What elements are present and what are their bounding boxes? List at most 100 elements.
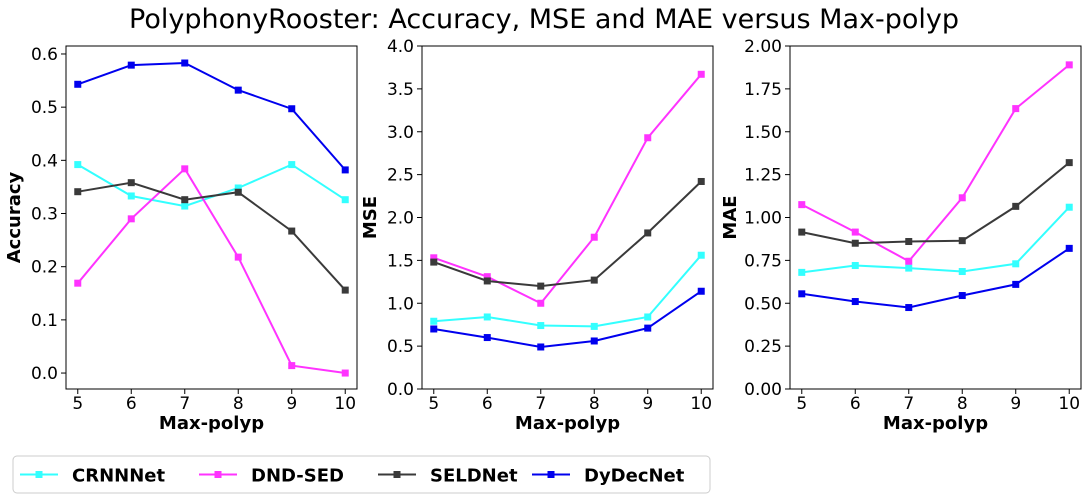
data-point-dydecnet <box>288 105 296 113</box>
data-point-dnd-sed <box>127 215 135 223</box>
data-point-dydecnet <box>430 325 438 333</box>
series-line-seldnet <box>433 180 702 288</box>
series-line-dnd-sed <box>433 73 702 305</box>
series-line-crnnnet <box>433 254 702 328</box>
data-point-seldnet <box>851 239 859 247</box>
data-point-crnnnet <box>181 202 189 210</box>
chart-panels: 0.0 0.1 0.2 0.3 0.4 0.5 0.6 5 6 7 8 9 10 Max-polyp Acc… <box>4 37 1082 434</box>
data-point-seldnet <box>430 258 438 266</box>
legend-marker <box>214 471 222 478</box>
y-tick-label: 0.2 <box>31 258 58 278</box>
y-tick-label: 4.0 <box>387 37 414 57</box>
axes-frame <box>421 45 714 390</box>
data-point-seldnet <box>798 228 806 236</box>
data-point-dnd-sed <box>644 134 652 142</box>
data-point-dydecnet <box>1065 244 1073 252</box>
y-tick-label: 0.5 <box>387 337 414 357</box>
data-point-crnnnet <box>697 251 705 259</box>
data-point-crnnnet <box>537 322 545 330</box>
data-point-dnd-sed <box>697 70 705 78</box>
x-axis-label: Max-polyp <box>883 413 988 434</box>
data-point-crnnnet <box>798 268 806 276</box>
y-tick-label: 2.5 <box>387 166 414 186</box>
x-tick-label: 9 <box>1010 394 1021 414</box>
data-point-dnd-sed <box>1065 61 1073 69</box>
x-tick-label: 6 <box>850 394 861 414</box>
data-point-crnnnet <box>341 196 349 204</box>
axes-frame <box>789 45 1082 390</box>
series-line-dydecnet <box>433 290 702 349</box>
y-tick-label: 3.5 <box>387 80 414 100</box>
y-tick-label: 2.0 <box>387 209 414 229</box>
data-point-seldnet <box>537 282 545 290</box>
series-dydecnet <box>798 244 1073 312</box>
x-axis-label: Max-polyp <box>515 413 620 434</box>
legend-item: DyDecNet <box>532 466 685 487</box>
data-point-crnnnet <box>851 262 859 270</box>
series-dnd-sed <box>74 165 349 377</box>
data-point-dydecnet <box>1012 280 1020 288</box>
panel-accuracy: 0.0 0.1 0.2 0.3 0.4 0.5 0.6 5 6 7 8 9 10 Max-polyp Acc… <box>4 45 358 434</box>
data-point-dydecnet <box>697 287 705 295</box>
series-line-dnd-sed <box>801 64 1070 263</box>
data-point-dnd-sed <box>483 273 491 281</box>
series-line-dnd-sed <box>77 167 346 374</box>
x-tick-label: 6 <box>126 394 137 414</box>
y-tick-label: 0.00 <box>744 380 782 400</box>
data-point-seldnet <box>1065 159 1073 167</box>
data-point-crnnnet <box>288 161 296 169</box>
data-point-dnd-sed <box>958 194 966 202</box>
data-point-dnd-sed <box>590 233 598 241</box>
x-tick-label: 9 <box>642 394 653 414</box>
data-point-dnd-sed <box>341 369 349 377</box>
legend-label: DyDecNet <box>584 466 685 487</box>
data-point-dnd-sed <box>74 279 82 287</box>
data-point-dnd-sed <box>181 165 189 173</box>
y-tick-label: 1.25 <box>744 166 782 186</box>
y-tick-label: 1.00 <box>744 209 782 229</box>
y-axis-label: Accuracy <box>4 171 25 263</box>
x-tick-label: 10 <box>1058 394 1080 414</box>
x-tick-label: 6 <box>482 394 493 414</box>
data-point-dnd-sed <box>430 254 438 262</box>
series-line-dydecnet <box>77 61 346 171</box>
data-point-dydecnet <box>644 324 652 332</box>
x-tick-label: 7 <box>903 394 914 414</box>
figure-title: PolyphonyRooster: Accuracy, MSE and MAE … <box>129 4 959 35</box>
series-line-seldnet <box>77 181 346 291</box>
data-point-dnd-sed <box>288 362 296 370</box>
x-tick-label: 7 <box>179 394 190 414</box>
legend-label: DND-SED <box>251 466 344 487</box>
series-seldnet <box>74 179 349 294</box>
data-point-dydecnet <box>483 334 491 342</box>
data-point-dydecnet <box>537 343 545 351</box>
data-point-crnnnet <box>483 313 491 321</box>
y-tick-label: 1.0 <box>387 294 414 314</box>
data-point-dnd-sed <box>798 201 806 209</box>
data-point-dnd-sed <box>905 257 913 265</box>
data-point-seldnet <box>127 179 135 187</box>
series-dnd-sed <box>798 61 1073 265</box>
y-axis-label: MSE <box>360 196 381 239</box>
data-point-crnnnet <box>590 322 598 330</box>
x-tick-label: 9 <box>286 394 297 414</box>
series-line-crnnnet <box>801 206 1070 274</box>
series-line-crnnnet <box>77 163 346 208</box>
series-seldnet <box>430 177 705 290</box>
data-point-crnnnet <box>644 313 652 321</box>
data-point-seldnet <box>234 188 242 196</box>
data-point-crnnnet <box>1065 203 1073 211</box>
x-tick-label: 10 <box>334 394 356 414</box>
y-tick-label: 1.5 <box>387 251 414 271</box>
data-point-seldnet <box>181 196 189 204</box>
chart-legend: CRNNNet DND-SED SELDNet DyDecNet <box>12 455 711 494</box>
data-point-dydecnet <box>181 59 189 67</box>
series-line-dydecnet <box>801 247 1070 309</box>
data-point-seldnet <box>697 177 705 185</box>
y-tick-label: 1.50 <box>744 123 782 143</box>
data-point-dydecnet <box>958 292 966 300</box>
x-tick-label: 8 <box>233 394 244 414</box>
x-tick-label: 7 <box>535 394 546 414</box>
legend-label: SELDNet <box>430 466 518 487</box>
